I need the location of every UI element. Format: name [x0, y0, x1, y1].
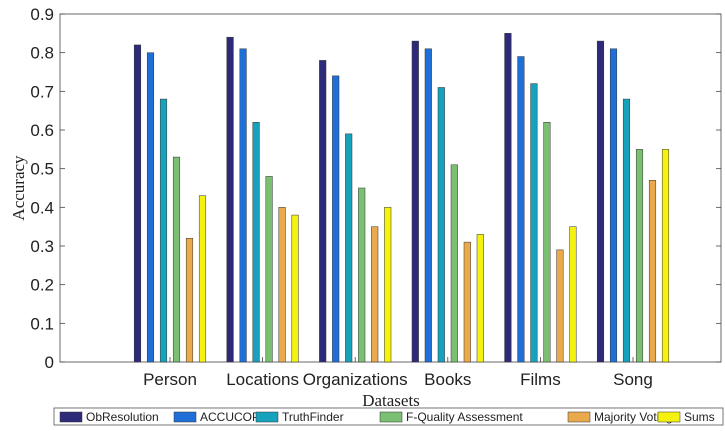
bar-person-sums: [198, 195, 207, 363]
bar-locations-sums: [291, 214, 299, 363]
legend-label: ObResolution: [86, 410, 159, 424]
legend-label: F-Quality Assessment: [406, 410, 523, 424]
bar-organizations-majority-voting: [371, 226, 379, 363]
bar-locations-accucopy: [239, 48, 247, 363]
bar-song-accucopy: [609, 48, 618, 363]
bar-person-accucopy: [146, 52, 155, 363]
y-tick-label: 0.5: [30, 160, 54, 179]
x-axis-ticks: Person Locations Organizations Books Films So…: [143, 357, 653, 389]
bar-locations-obresolution: [226, 36, 234, 363]
y-tick-label: 0.9: [30, 5, 54, 24]
bar-song-f-quality-assessment: [635, 149, 644, 363]
x-tick-label: Song: [613, 370, 653, 389]
bar-person-f-quality-assessment: [172, 156, 181, 363]
bar-books-truthfinder: [437, 87, 445, 363]
y-axis-label: Accuracy: [9, 155, 28, 221]
y-tick-label: 0.4: [30, 198, 54, 217]
bar-song-truthfinder: [622, 98, 631, 363]
bar-films-accucopy: [517, 56, 525, 363]
legend-label: ACCUCOPY: [200, 410, 268, 424]
bar-person-truthfinder: [159, 98, 168, 363]
legend-swatch: [379, 411, 403, 423]
bar-organizations-obresolution: [319, 60, 327, 363]
bar-films-f-quality-assessment: [543, 122, 551, 363]
bar-song-obresolution: [596, 40, 605, 363]
bar-locations-truthfinder: [252, 122, 260, 363]
bar-song-sums: [661, 149, 670, 363]
bar-books-obresolution: [411, 40, 419, 363]
legend-swatch: [255, 411, 279, 423]
legend-label: TruthFinder: [282, 410, 344, 424]
bar-organizations-truthfinder: [345, 133, 353, 363]
bar-films-truthfinder: [530, 83, 538, 363]
y-axis-ticks: 0 0.1 0.2 0.3 0.4 0.5 0.6 0.7 0.8 0.9: [30, 5, 721, 372]
legend: ObResolution ACCUCOPY TruthFinder F-Quality…: [53, 407, 724, 426]
bar-locations-f-quality-assessment: [265, 176, 273, 363]
bar-films-majority-voting: [556, 249, 564, 363]
y-tick-label: 0.7: [30, 82, 54, 101]
x-tick-label: Films: [520, 370, 561, 389]
bar-organizations-accucopy: [332, 75, 340, 363]
y-tick-label: 0: [45, 353, 54, 372]
y-tick-label: 0.8: [30, 44, 54, 63]
bar-organizations-sums: [384, 207, 392, 363]
bar-song-majority-voting: [648, 180, 657, 363]
y-tick-label: 0.1: [30, 314, 54, 333]
legend-swatch: [657, 411, 681, 423]
bar-organizations-f-quality-assessment: [358, 187, 366, 363]
y-tick-label: 0.2: [30, 276, 54, 295]
legend-swatch: [173, 411, 197, 423]
bar-locations-majority-voting: [278, 207, 286, 363]
bar-films-obresolution: [504, 33, 512, 363]
x-tick-label: Locations: [226, 370, 299, 389]
bar-books-accucopy: [424, 48, 432, 363]
bar-person-obresolution: [133, 44, 142, 363]
bar-books-f-quality-assessment: [450, 164, 458, 363]
bar-marks: [133, 33, 670, 363]
x-tick-label: Person: [143, 370, 197, 389]
legend-swatch: [567, 411, 591, 423]
legend-label: Sums: [684, 410, 715, 424]
bar-films-sums: [569, 226, 577, 363]
bar-person-majority-voting: [185, 238, 194, 363]
legend-swatch: [59, 411, 83, 423]
x-axis-label: Datasets: [362, 391, 420, 410]
bar-books-sums: [476, 234, 484, 363]
bar-books-majority-voting: [463, 241, 471, 363]
x-tick-label: Books: [424, 370, 471, 389]
y-tick-label: 0.6: [30, 121, 54, 140]
legend-label: Majority Voting: [594, 410, 673, 424]
y-tick-label: 0.3: [30, 237, 54, 256]
x-tick-label: Organizations: [303, 370, 408, 389]
